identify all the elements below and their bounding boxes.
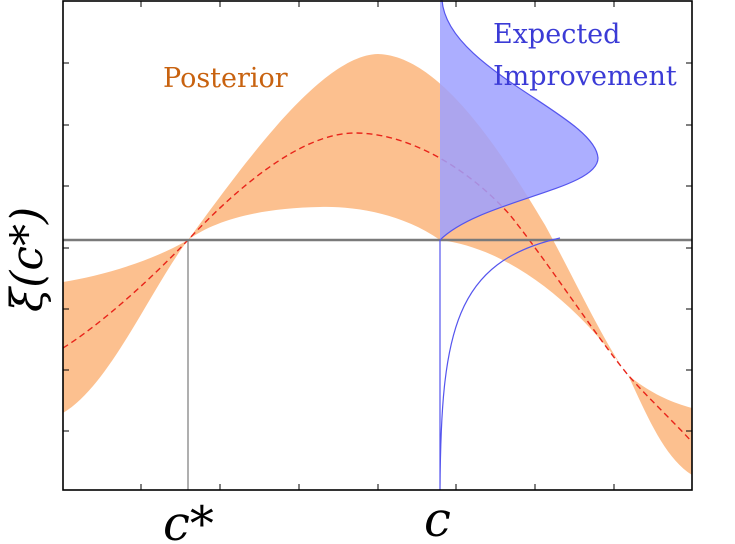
expected-improvement-curve <box>439 0 599 491</box>
expected-improvement-label-line2: Improvement <box>493 61 677 92</box>
x-tick-c: c <box>424 492 451 544</box>
x-tick-c-star: c* <box>163 496 214 544</box>
posterior-mean-line <box>62 132 693 443</box>
posterior-label: Posterior <box>163 63 288 94</box>
y-axis-label: ξ(c*) <box>2 207 53 312</box>
posterior-uncertainty-band <box>63 54 692 475</box>
axis-ticks <box>63 1 692 490</box>
expected-improvement-label-line1: Expected <box>493 19 620 50</box>
expected-improvement-region <box>440 0 598 240</box>
